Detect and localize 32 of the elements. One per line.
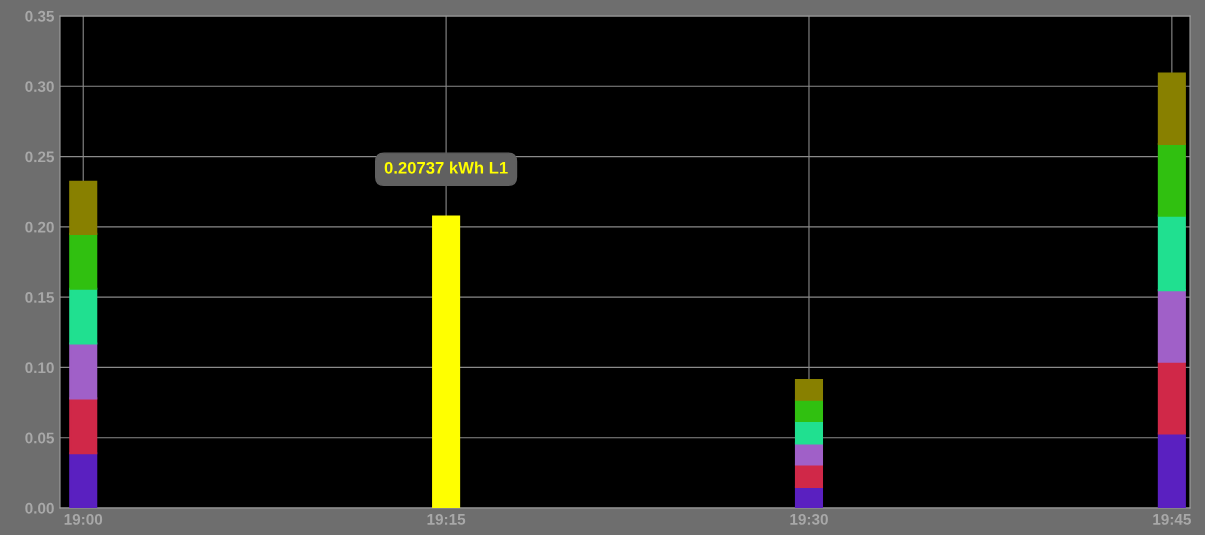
x-tick-label: 19:15 [427,513,466,525]
bar [69,342,98,400]
y-tick-label: 0.30 [25,81,54,92]
y-tick-label: 0.05 [25,432,55,444]
y-tick-label: 0.25 [25,151,55,163]
x-tick-label: 19:30 [790,513,828,525]
y-tick-label: 0.20 [25,221,54,233]
x-tick-label: 19:45 [1153,513,1191,525]
bar [794,419,824,445]
bar [1157,72,1186,145]
bar [794,379,824,401]
bar [794,398,824,422]
y-tick-label: 0.35 [25,10,55,22]
bar [1157,214,1186,292]
bar [1157,142,1186,217]
y-tick-label: 0.10 [25,362,54,374]
bar [1157,432,1186,508]
bar [794,442,824,466]
bar [69,397,98,455]
bar [794,463,824,488]
bar [69,452,98,508]
bar [69,232,98,290]
y-tick-label: 0.15 [25,292,55,303]
bar [794,485,824,508]
bar [432,215,461,508]
bar [1157,289,1186,363]
bar [69,287,98,345]
y-tick-label: 0.00 [25,502,54,514]
x-tick-label: 19:00 [64,513,103,525]
bar [1157,360,1186,435]
annotation: 0.20737 kWh L1 [384,161,508,174]
bar [69,180,98,235]
